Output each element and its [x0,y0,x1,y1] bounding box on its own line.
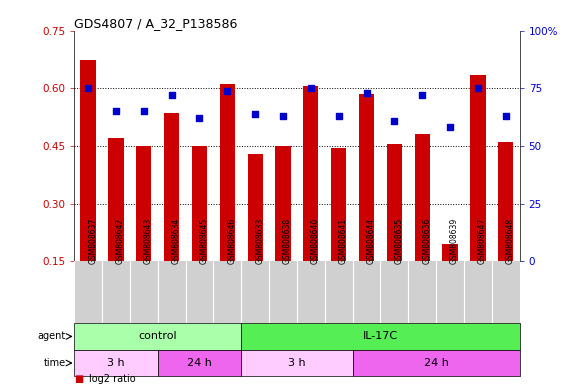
Point [417,92,427,98]
Point [83,85,93,91]
Point [139,108,148,114]
Bar [303,86,319,261]
Bar [74,323,241,350]
Text: GSM808644: GSM808644 [367,218,376,264]
Point [445,124,455,131]
Text: 24 h: 24 h [187,358,212,368]
Bar [136,146,151,261]
Point [362,90,371,96]
Bar [275,146,291,261]
Bar [158,350,241,376]
Point [390,118,399,124]
Point [111,108,120,114]
Text: 3 h: 3 h [107,358,125,368]
Bar [74,350,158,376]
Text: agent: agent [38,331,66,341]
Bar [192,146,207,261]
Point [334,113,343,119]
Bar [108,138,124,261]
Bar [443,244,458,261]
Point [279,113,288,119]
Point [251,111,260,117]
Text: GSM808638: GSM808638 [283,218,292,264]
Text: GSM808634: GSM808634 [172,218,180,264]
Text: GSM808646: GSM808646 [227,218,236,264]
Point [195,115,204,121]
Text: GSM808639: GSM808639 [450,218,459,264]
Bar [387,144,402,261]
Text: GSM808643: GSM808643 [144,218,153,264]
Bar [415,134,430,261]
Bar [164,113,179,261]
Bar [359,94,374,261]
Text: time: time [44,358,66,368]
Text: ■: ■ [74,374,83,384]
Text: GSM808642: GSM808642 [116,218,125,264]
Text: GSM808641: GSM808641 [339,218,348,264]
Bar [247,154,263,261]
Text: GSM808635: GSM808635 [395,218,403,264]
Point [473,85,482,91]
Bar [81,60,96,261]
Bar [470,75,485,261]
Text: 24 h: 24 h [424,358,449,368]
Bar [241,350,352,376]
Point [501,113,510,119]
Bar [498,142,513,261]
Text: GSM808645: GSM808645 [199,218,208,264]
Bar [353,350,520,376]
Text: GDS4807 / A_32_P138586: GDS4807 / A_32_P138586 [74,17,238,30]
Bar [331,148,347,261]
Point [306,85,315,91]
Bar [220,84,235,261]
Text: GSM808640: GSM808640 [311,218,320,264]
Point [167,92,176,98]
Text: GSM808648: GSM808648 [506,218,514,264]
Text: log2 ratio: log2 ratio [89,374,135,384]
Text: control: control [138,331,177,341]
Text: GSM808637: GSM808637 [88,218,97,264]
Text: GSM808647: GSM808647 [478,218,487,264]
Text: 3 h: 3 h [288,358,305,368]
Text: GSM808633: GSM808633 [255,218,264,264]
Bar [241,323,520,350]
Point [223,88,232,94]
Text: IL-17C: IL-17C [363,331,398,341]
Text: GSM808636: GSM808636 [422,218,431,264]
